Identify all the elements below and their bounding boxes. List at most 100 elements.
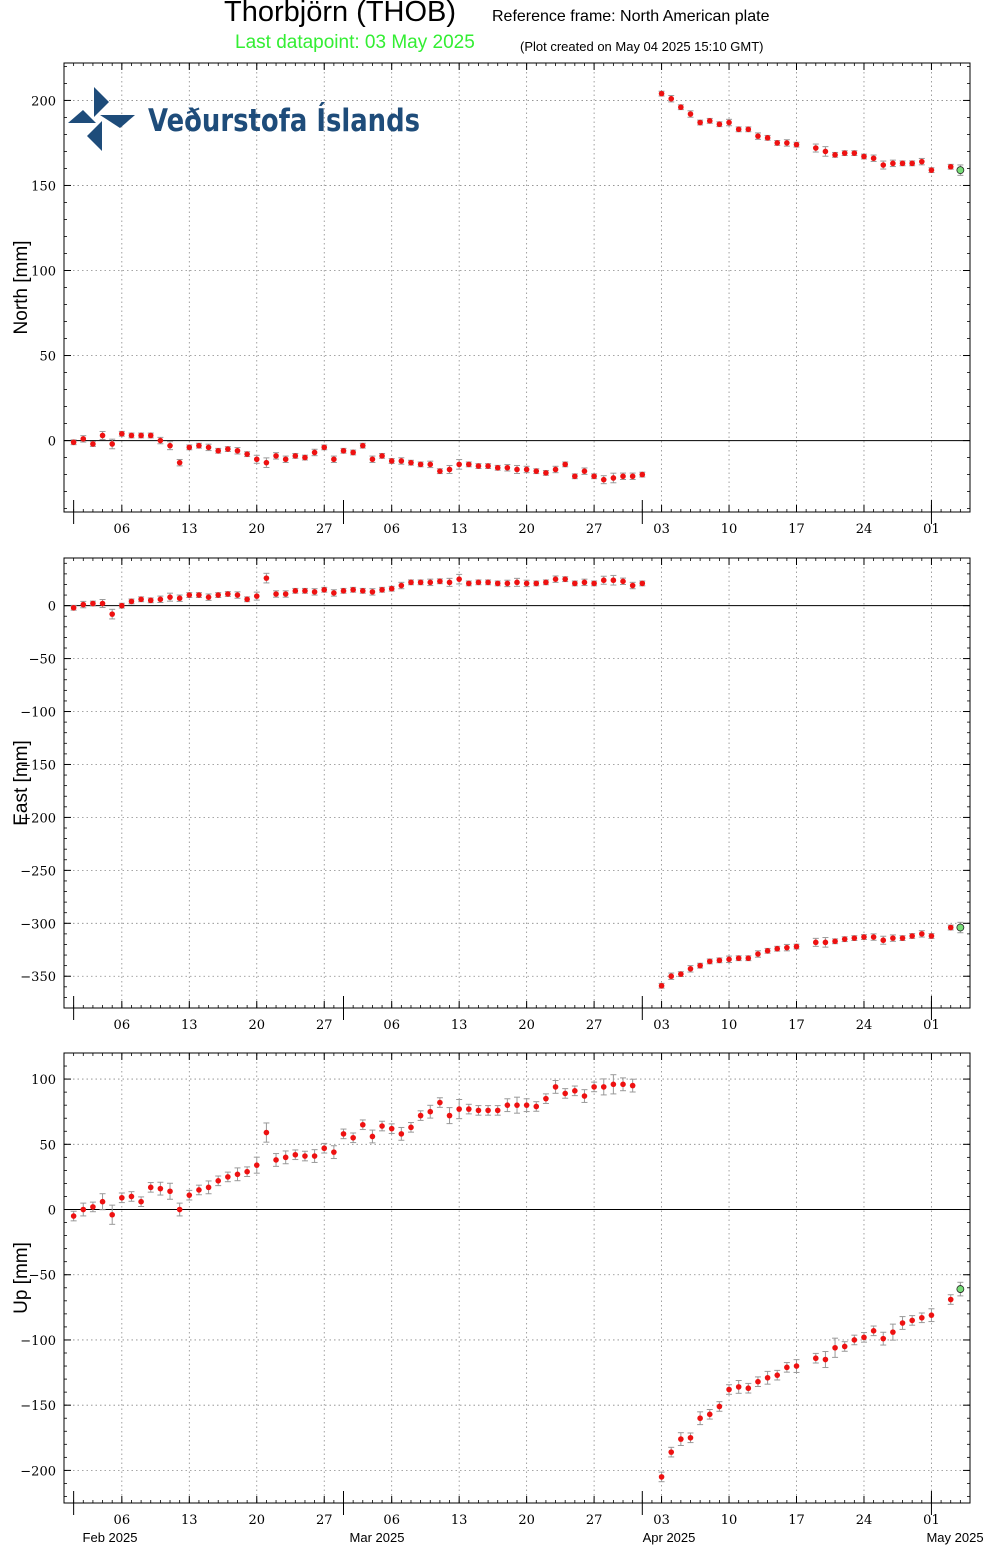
- x-tick-label: 06: [383, 1018, 400, 1033]
- data-point: [726, 1386, 732, 1393]
- data-point: [128, 432, 135, 439]
- data-point: [678, 971, 684, 977]
- data-point: [572, 473, 578, 480]
- data-point: [523, 1102, 530, 1108]
- data-point: [292, 588, 299, 594]
- data-point: [899, 160, 906, 167]
- data-point: [533, 580, 540, 587]
- data-point: [379, 586, 385, 593]
- data-point: [610, 577, 617, 584]
- data-point: [543, 470, 549, 476]
- data-point: [147, 597, 154, 604]
- data-point: [514, 466, 520, 473]
- data-point: [321, 444, 328, 451]
- data-point: [176, 459, 183, 466]
- data-point: [629, 473, 636, 480]
- data-point: [340, 1131, 347, 1137]
- y-tick-label: 0: [48, 1204, 56, 1219]
- data-point: [388, 458, 395, 464]
- data-point: [784, 944, 790, 951]
- data-point: [504, 580, 511, 587]
- x-tick-label: 17: [788, 522, 805, 537]
- data-point: [639, 471, 646, 478]
- data-point: [331, 456, 337, 463]
- data-point: [119, 1194, 125, 1201]
- data-point: [591, 1084, 597, 1090]
- y-axis-title: North [mm]: [11, 241, 32, 335]
- data-point: [282, 1154, 289, 1161]
- data-point: [359, 588, 366, 594]
- data-point: [552, 466, 559, 473]
- data-point: [244, 451, 250, 457]
- data-point: [658, 90, 665, 97]
- data-point: [581, 1093, 588, 1099]
- x-tick-label: 01: [923, 522, 940, 537]
- data-point: [186, 444, 193, 451]
- y-tick-label: 100: [31, 1073, 56, 1088]
- x-tick-label: 17: [788, 1513, 805, 1528]
- data-point: [456, 576, 462, 582]
- y-tick-label: 50: [39, 350, 56, 365]
- data-point: [311, 1153, 318, 1159]
- x-tick-label: 17: [788, 1018, 805, 1033]
- data-point: [417, 1112, 424, 1119]
- data-point: [427, 461, 434, 468]
- data-point: [176, 595, 183, 602]
- data-point: [697, 1415, 703, 1422]
- data-point: [119, 430, 125, 437]
- data-point: [273, 1157, 279, 1163]
- plot-created-label: (Plot created on May 04 2025 15:10 GMT): [520, 39, 764, 54]
- data-point: [282, 591, 289, 597]
- y-tick-label: −200: [20, 811, 56, 826]
- y-tick-label: 200: [31, 94, 56, 109]
- x-tick-label: 06: [114, 1018, 131, 1033]
- data-point: [552, 1084, 559, 1090]
- logo-arrow-down: [87, 121, 102, 151]
- data-point: [253, 1162, 260, 1168]
- data-point: [812, 1355, 819, 1362]
- data-point: [359, 1121, 366, 1128]
- x-tick-label: 20: [518, 1018, 535, 1033]
- data-point: [494, 464, 501, 471]
- data-point: [832, 1344, 838, 1351]
- x-tick-label: 06: [114, 1513, 131, 1528]
- data-point: [784, 140, 790, 146]
- data-point: [427, 1108, 434, 1115]
- data-point: [475, 1107, 482, 1114]
- data-point: [157, 437, 164, 444]
- reference-frame-label: Reference frame: North American plate: [492, 8, 770, 25]
- data-point: [716, 957, 723, 964]
- data-point: [80, 436, 87, 442]
- data-point: [408, 459, 414, 466]
- data-point: [572, 1088, 578, 1094]
- data-point: [379, 1123, 385, 1129]
- x-tick-label: 06: [114, 522, 131, 537]
- x-tick-label: 20: [248, 1018, 265, 1033]
- x-tick-label: 10: [721, 1513, 738, 1528]
- data-point: [947, 1296, 954, 1303]
- data-point: [263, 1129, 270, 1136]
- data-point: [196, 442, 202, 449]
- data-point: [678, 104, 684, 111]
- data-point: [523, 466, 530, 473]
- data-point: [80, 1206, 87, 1213]
- data-point: [629, 582, 636, 589]
- data-point: [735, 126, 742, 133]
- last-data-point: [956, 923, 965, 932]
- data-point: [167, 594, 173, 600]
- y-tick-label: −350: [20, 970, 56, 985]
- data-point: [350, 449, 356, 456]
- data-point: [147, 432, 154, 439]
- data-point: [735, 955, 742, 962]
- x-tick-label: 24: [856, 1513, 873, 1528]
- data-point: [234, 592, 241, 598]
- data-point: [919, 1314, 925, 1321]
- data-point: [812, 145, 819, 151]
- data-point: [340, 588, 347, 594]
- data-point: [437, 1099, 443, 1106]
- data-point: [504, 1102, 511, 1108]
- y-tick-label: 0: [48, 435, 56, 450]
- data-point: [157, 596, 164, 603]
- y-tick-label: −50: [29, 653, 56, 668]
- panel-up: 06 13 20 27 06 13 20 27 03 10 17 24 01 100 50 0 −50 −100 −…: [11, 1052, 971, 1528]
